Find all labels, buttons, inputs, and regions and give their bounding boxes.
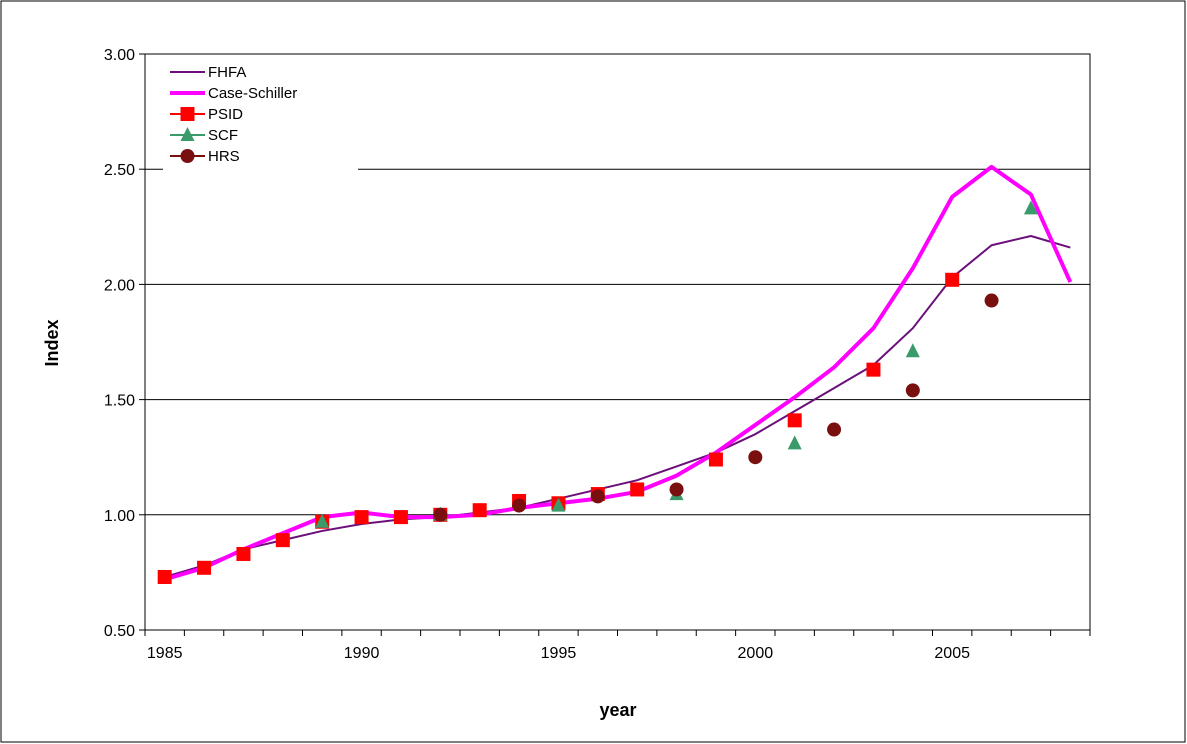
x-tick-label: 1990: [344, 645, 380, 662]
data-point: [157, 570, 172, 585]
data-point: [669, 482, 684, 497]
legend-item-fhfa: FHFA: [170, 64, 246, 81]
data-point: [787, 435, 802, 450]
data-point: [905, 343, 920, 358]
data-point: [197, 560, 212, 575]
legend-label: SCF: [208, 127, 238, 144]
x-tick-label: 2005: [934, 645, 970, 662]
data-point: [551, 497, 566, 512]
data-point: [630, 482, 645, 497]
data-point: [984, 293, 999, 308]
y-tick-label: 3.00: [104, 47, 135, 64]
data-point: [472, 503, 487, 518]
legend-item-psid: PSID: [170, 106, 243, 123]
legend: FHFA Case-Schiller PSID SCF HRS: [163, 58, 358, 176]
data-point: [787, 413, 802, 428]
data-point: [236, 546, 251, 561]
series-group: [157, 164, 1073, 585]
legend-label: HRS: [208, 148, 240, 165]
legend-item-hrs: HRS: [170, 148, 240, 165]
y-tick-label: 1.00: [104, 508, 135, 525]
y-tick-label: 2.00: [104, 277, 135, 294]
y-tick-label: 1.50: [104, 393, 135, 410]
data-point: [354, 510, 369, 525]
data-point: [1023, 200, 1038, 215]
legend-marker: [180, 107, 195, 121]
y-tick-label: 2.50: [104, 162, 135, 179]
legend-marker: [180, 149, 195, 163]
data-point: [905, 383, 920, 398]
data-point: [275, 533, 290, 548]
data-point: [827, 422, 842, 437]
x-tick-label: 1995: [541, 645, 577, 662]
data-point: [708, 452, 723, 467]
y-axis-title: Index: [42, 319, 62, 366]
legend-marker: [180, 127, 195, 141]
y-tick-label: 0.50: [104, 623, 135, 640]
data-point: [945, 272, 960, 287]
data-point: [315, 513, 330, 528]
legend-label: PSID: [208, 106, 243, 123]
legend-item-case-schiller: Case-Schiller: [170, 85, 297, 102]
legend-label: FHFA: [208, 64, 246, 81]
x-tick-label: 1985: [147, 645, 183, 662]
axes: 0.50 1.00 1.50 2.00 2.50 3.00 1985 1990 1995 2000…: [104, 47, 1091, 662]
legend-label: Case-Schiller: [208, 85, 297, 102]
data-point: [866, 362, 881, 377]
series-line: [164, 235, 1071, 578]
series-fhfa: [164, 235, 1071, 578]
data-point: [393, 510, 408, 525]
x-tick-label: 2000: [738, 645, 774, 662]
x-axis-title: year: [599, 700, 636, 720]
data-point: [433, 507, 448, 522]
data-point: [512, 498, 527, 513]
legend-item-scf: SCF: [170, 127, 238, 144]
data-point: [748, 450, 763, 465]
data-point: [590, 489, 605, 504]
series-hrs: [433, 293, 999, 522]
